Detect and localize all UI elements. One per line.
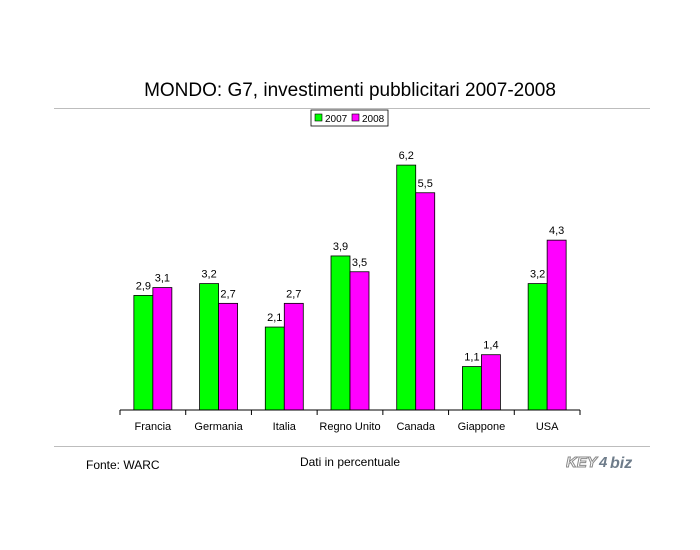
bar-2007-3 bbox=[330, 255, 351, 411]
bar-2007-5 bbox=[462, 366, 482, 411]
bar-2008-0 bbox=[152, 287, 173, 411]
bar-2007-1 bbox=[199, 283, 219, 411]
data-label-2008-2: 2,7 bbox=[286, 288, 301, 300]
units-note: Dati in percentuale bbox=[299, 455, 401, 469]
x-tick-label: Regno Unito bbox=[319, 421, 380, 433]
data-label-2007-2: 2,1 bbox=[267, 312, 282, 324]
bars bbox=[133, 164, 567, 411]
legend-label-2008: 2008 bbox=[362, 114, 385, 125]
data-label-2008-3: 3,5 bbox=[352, 257, 367, 269]
data-label-2007-6: 3,2 bbox=[530, 269, 545, 281]
data-label-2007-0: 2,9 bbox=[136, 280, 151, 292]
data-label-2008-4: 5,5 bbox=[418, 178, 433, 190]
bar-2007-4 bbox=[396, 164, 417, 411]
bar-2007-0 bbox=[133, 295, 154, 411]
bottom-divider bbox=[54, 446, 650, 447]
x-tick-label: Giappone bbox=[458, 421, 506, 433]
x-tick-label: Germania bbox=[194, 421, 243, 433]
svg-text:4: 4 bbox=[598, 454, 608, 471]
legend-box bbox=[310, 109, 389, 127]
bar-2008-2 bbox=[283, 302, 304, 411]
data-labels: 2,9 3,1 3,2 2,7 2,1 2,7 3,9 3,5 6,2 5,5 1,1 1,4 3,2 4… bbox=[136, 150, 565, 363]
data-label-2007-3: 3,9 bbox=[333, 241, 348, 253]
x-tick-label: Francia bbox=[135, 421, 173, 433]
data-label-2008-5: 1,4 bbox=[483, 340, 498, 352]
bar-2008-5 bbox=[481, 354, 501, 411]
legend-swatch-2007 bbox=[314, 113, 323, 122]
data-label-2007-1: 3,2 bbox=[201, 269, 216, 281]
data-label-2008-0: 3,1 bbox=[155, 273, 170, 285]
x-tick-label: USA bbox=[536, 421, 559, 433]
data-label-2008-6: 4,3 bbox=[549, 225, 564, 237]
legend-label-2007: 2007 bbox=[325, 114, 348, 125]
bar-2008-6 bbox=[546, 239, 567, 411]
svg-text:biz: biz bbox=[610, 455, 632, 472]
x-tick-label: Canada bbox=[396, 421, 435, 433]
bar-2007-2 bbox=[264, 326, 285, 411]
legend-swatch-2008 bbox=[351, 113, 360, 122]
x-tick-label: Italia bbox=[273, 421, 297, 433]
source-note: Fonte: WARC bbox=[86, 458, 160, 472]
bar-2007-6 bbox=[527, 283, 548, 411]
legend: 2007 2008 bbox=[310, 109, 389, 127]
svg-text:KEY: KEY bbox=[566, 454, 599, 471]
bar-2008-4 bbox=[415, 192, 436, 411]
chart-title: MONDO: G7, investimenti pubblicitari 200… bbox=[144, 80, 556, 101]
data-label-2007-5: 1,1 bbox=[464, 352, 479, 364]
key4biz-logo: KEY 4 biz bbox=[566, 454, 632, 473]
bar-2008-3 bbox=[349, 271, 370, 411]
x-axis: Francia Germania Italia Regno Unito Canada Gi… bbox=[119, 409, 581, 433]
bar-2008-1 bbox=[218, 302, 238, 411]
data-label-2008-1: 2,7 bbox=[220, 288, 235, 300]
data-label-2007-4: 6,2 bbox=[399, 150, 414, 162]
top-divider bbox=[54, 108, 650, 109]
